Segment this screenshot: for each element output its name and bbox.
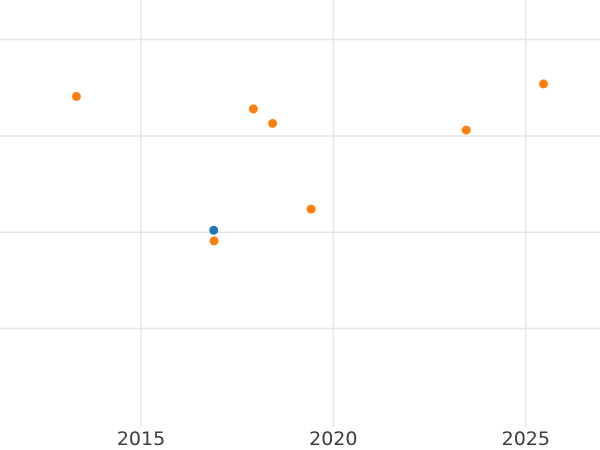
x-axis-tick-label: 2015 <box>117 428 165 450</box>
data-point-orange <box>209 236 219 246</box>
data-point-orange <box>306 204 316 214</box>
data-point-blue <box>209 225 219 235</box>
data-point-orange <box>268 118 278 128</box>
x-axis-tick-label: 2020 <box>309 428 357 450</box>
x-axis-tick-label: 2025 <box>502 428 550 450</box>
data-point-orange <box>461 125 471 135</box>
data-point-orange <box>539 79 548 89</box>
data-point-orange <box>248 104 258 114</box>
data-point-orange <box>71 91 81 101</box>
